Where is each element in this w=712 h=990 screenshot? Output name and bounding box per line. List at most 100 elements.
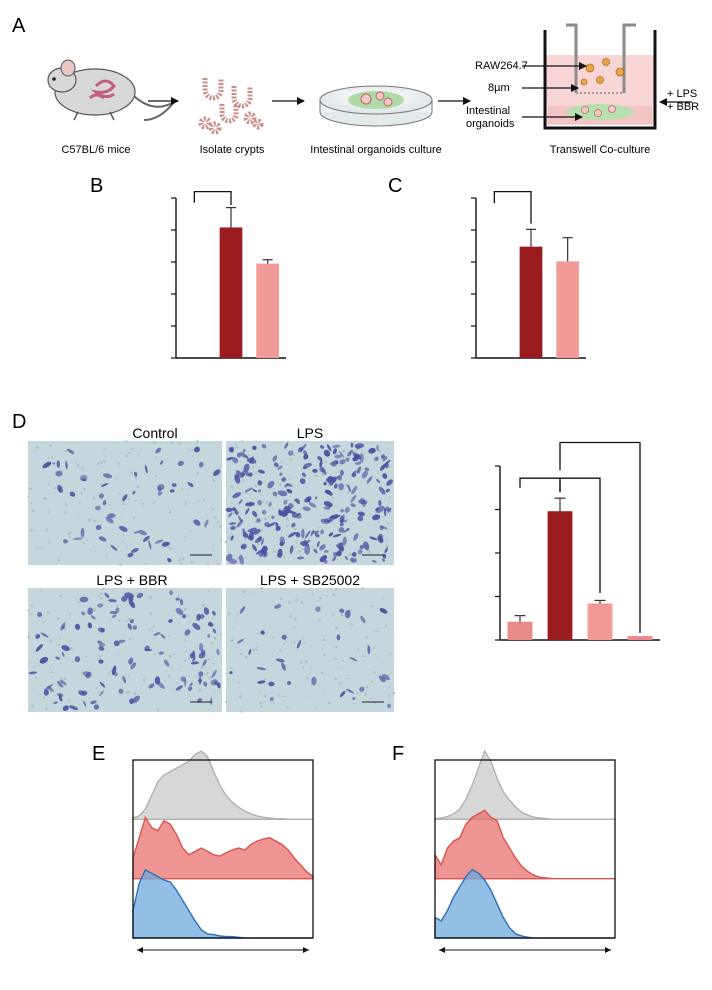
pore-dot <box>372 442 374 444</box>
stained-cell <box>271 515 275 519</box>
histogram-series-area <box>132 868 313 939</box>
pore-dot <box>68 613 71 616</box>
pore-dot <box>131 447 134 451</box>
pore-dot <box>117 653 120 655</box>
pore-dot <box>212 549 214 552</box>
pore-dot <box>272 702 275 705</box>
stained-cell <box>319 544 326 551</box>
stained-cell <box>210 697 213 705</box>
pore-dot <box>29 661 31 663</box>
pore-dot <box>284 639 287 642</box>
stained-cell <box>288 531 296 538</box>
stained-cell <box>61 626 66 630</box>
significance-bracket <box>519 477 561 493</box>
stained-cell <box>189 682 193 687</box>
bar <box>556 261 580 358</box>
stained-cell <box>283 499 288 505</box>
pore-dot <box>346 677 349 680</box>
pore-dot <box>45 528 49 532</box>
stained-cell <box>387 703 392 709</box>
stained-cell <box>349 657 358 662</box>
stained-cell <box>275 658 285 663</box>
stained-cell <box>175 597 180 601</box>
micrograph-control <box>27 440 223 566</box>
pore-dot <box>254 484 258 488</box>
stained-cell <box>313 548 318 554</box>
stained-cell <box>279 536 286 546</box>
pore-dot <box>208 657 211 661</box>
pore-dot <box>121 541 124 543</box>
pore-dot <box>190 560 194 564</box>
stained-cell <box>272 491 278 497</box>
pore-dot <box>92 496 96 500</box>
pore-label: 8µm <box>488 82 510 94</box>
stained-cell <box>179 598 184 606</box>
significance-bracket <box>559 477 601 594</box>
stained-cell <box>382 674 391 681</box>
stained-cell <box>301 528 305 539</box>
pore-dot <box>339 681 342 685</box>
pore-dot <box>290 641 293 643</box>
stained-cell <box>380 465 385 470</box>
pore-dot <box>367 700 369 702</box>
pore-dot <box>209 675 212 679</box>
stained-cell <box>338 526 345 533</box>
pore-dot <box>260 586 264 590</box>
organoids-label-line2: organoids <box>466 118 515 130</box>
pore-dot <box>181 557 185 560</box>
pore-dot <box>315 706 318 709</box>
significance-bracket <box>193 190 232 206</box>
pore-dot <box>322 648 325 651</box>
pore-dot <box>377 521 380 524</box>
stained-cell <box>283 507 293 514</box>
pore-dot <box>331 614 334 617</box>
pore-dot <box>318 526 320 528</box>
stained-cell <box>138 529 147 536</box>
stained-cell <box>340 469 344 476</box>
pore-dot <box>255 471 257 474</box>
pore-dot <box>235 525 237 528</box>
pore-dot <box>221 539 223 542</box>
stained-cell <box>335 542 343 546</box>
stained-cell <box>364 467 370 471</box>
stained-cell <box>361 470 368 479</box>
stained-cell <box>269 696 274 702</box>
stained-cell <box>281 634 287 640</box>
stained-cell <box>85 671 92 679</box>
stained-cell <box>304 544 311 555</box>
pore-dot <box>214 516 217 520</box>
stained-cell <box>194 446 200 453</box>
pore-dot <box>121 516 123 518</box>
stained-cell <box>37 612 43 618</box>
stained-cell <box>249 530 254 541</box>
pore-dot <box>376 627 378 629</box>
pore-dot <box>148 628 151 631</box>
pore-dot <box>388 686 391 689</box>
stained-cell <box>342 536 347 546</box>
pore-dot <box>335 588 338 591</box>
stained-cell <box>303 453 309 460</box>
pore-dot <box>188 675 191 678</box>
pore-dot <box>152 681 155 684</box>
crypts-illustration <box>198 78 264 135</box>
stained-cell <box>347 451 352 457</box>
pore-dot <box>206 672 209 675</box>
stained-cell <box>121 595 128 602</box>
stained-cell <box>252 528 261 535</box>
pore-dot <box>283 555 286 559</box>
stained-cell <box>216 648 220 656</box>
stained-cell <box>234 509 239 515</box>
pore-dot <box>228 551 230 554</box>
stained-cell <box>102 473 113 479</box>
pore-dot <box>87 539 89 541</box>
pore-dot <box>81 466 84 470</box>
pore-dot <box>69 531 72 534</box>
stained-cell <box>110 544 118 551</box>
pore-dot <box>48 540 51 544</box>
pore-dot <box>245 491 248 495</box>
stained-cell <box>232 492 242 499</box>
micro-label-lps-bbr: LPS + BBR <box>96 572 167 588</box>
pore-dot <box>388 694 390 697</box>
histogram-series-area <box>434 749 616 821</box>
pore-dot <box>294 618 297 621</box>
